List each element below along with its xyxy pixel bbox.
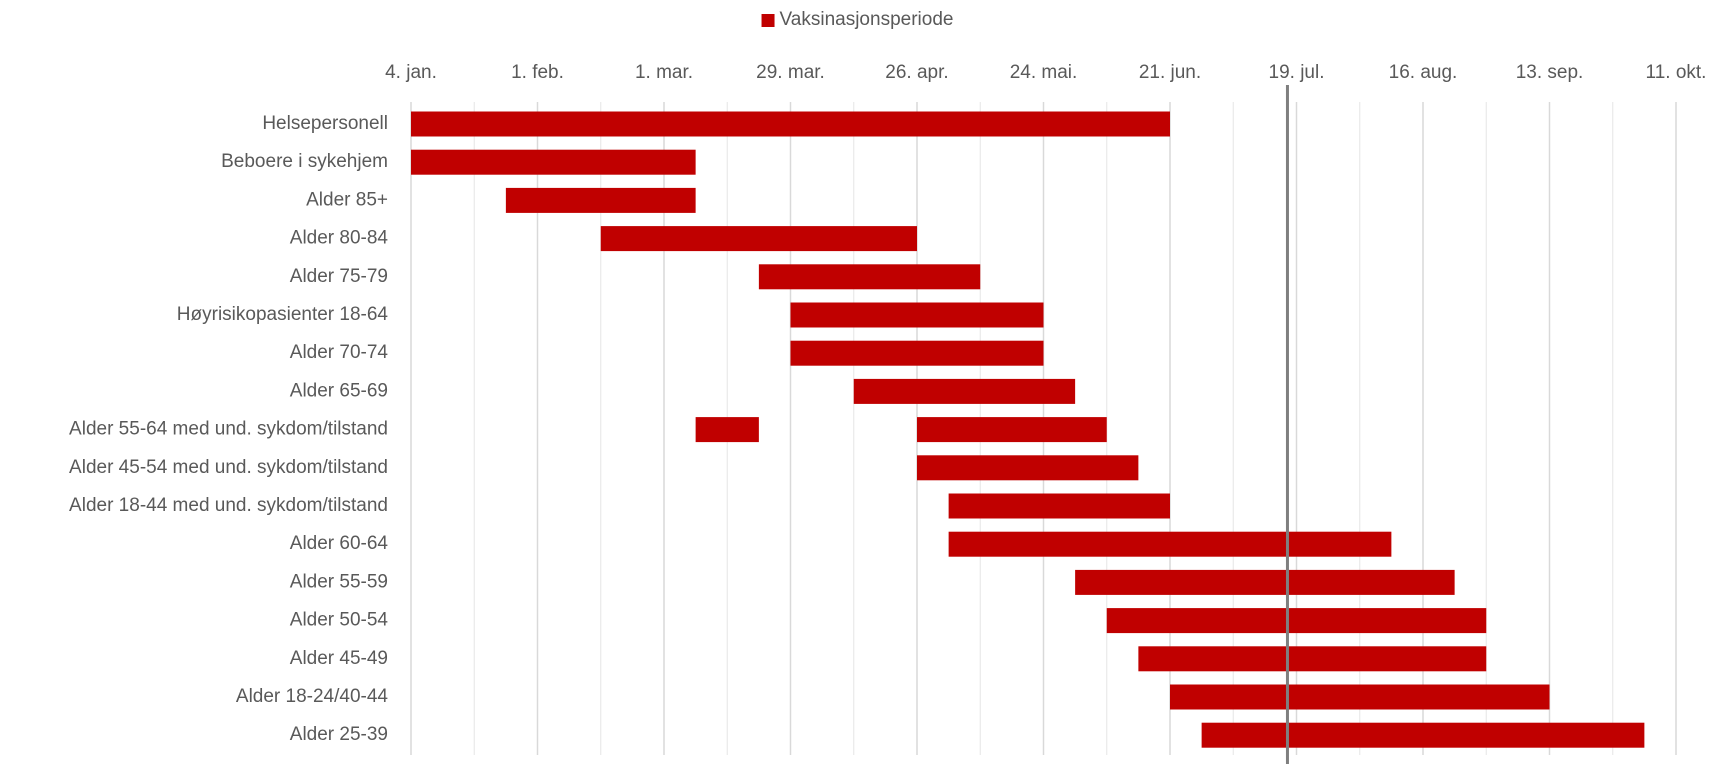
bar [600,226,917,252]
y-tick-label: Alder 80-84 [290,228,389,249]
x-tick-label: 21. jun. [1139,62,1201,83]
x-tick-label: 4. jan. [385,62,437,83]
bar [505,187,696,213]
bar [695,417,759,443]
y-tick-label: Alder 45-49 [290,648,388,669]
bar [790,302,1044,328]
bar [917,417,1107,443]
bar [948,493,1170,519]
legend-swatch [761,14,775,27]
bar [948,531,1392,557]
y-tick-label: Alder 60-64 [290,533,389,554]
x-tick-label: 24. mai. [1010,62,1078,83]
x-tick-label: 11. okt. [1646,62,1707,83]
y-tick-label: Alder 85+ [306,189,388,210]
bar [758,264,981,290]
x-tick-label: 26. apr. [885,62,948,83]
y-tick-label: Helsepersonell [262,113,388,134]
bar [853,378,1076,404]
y-tick-label: Alder 65-69 [290,380,388,401]
bar [1075,569,1455,595]
y-tick-label: Alder 70-74 [290,342,389,363]
x-tick-label: 1. mar. [635,62,693,83]
x-tick-label: 16. aug. [1389,62,1458,83]
y-tick-label: Alder 50-54 [290,610,389,631]
y-tick-label: Alder 18-24/40-44 [236,686,389,707]
legend-label: Vaksinasjonsperiode [780,9,954,30]
y-tick-label: Alder 45-54 med und. sykdom/tilstand [69,457,388,478]
y-tick-label: Beboere i sykehjem [221,151,388,172]
y-tick-label: Alder 55-64 med und. sykdom/tilstand [69,419,388,440]
y-tick-label: Alder 25-39 [290,724,388,745]
y-tick-label: Alder 55-59 [290,571,388,592]
bar [1106,608,1487,634]
bar [790,340,1044,366]
x-tick-label: 1. feb. [511,62,564,83]
y-tick-label: Alder 18-44 med und. sykdom/tilstand [69,495,388,516]
x-tick-label: 29. mar. [756,62,825,83]
bar [411,111,1170,137]
bar [917,455,1139,481]
x-tick-label: 19. jul. [1269,62,1325,83]
bar [1170,684,1550,710]
bar [1201,722,1645,748]
bar [411,149,696,175]
bar [1138,646,1487,672]
y-tick-label: Høyrisikopasienter 18-64 [177,304,389,325]
y-tick-label: Alder 75-79 [290,266,388,287]
x-tick-label: 13. sep. [1516,62,1584,83]
